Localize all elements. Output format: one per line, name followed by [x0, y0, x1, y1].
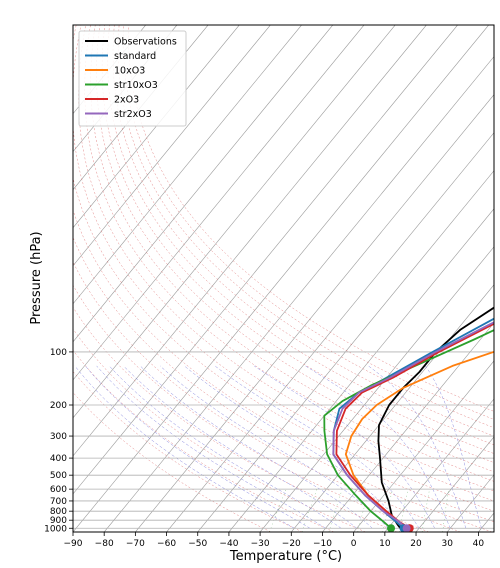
isotherm-line	[415, 436, 494, 532]
moist-adiabat-line	[214, 365, 420, 529]
moist-adiabat-line	[305, 365, 451, 529]
isotherm-line	[73, 25, 396, 419]
y-tick-label: 200	[50, 401, 67, 411]
x-axis: −90 −80 −70 −60 −50 −40 −30 −20 −10 0 10 20 30 40	[64, 532, 485, 549]
isotherm-line	[135, 94, 494, 532]
series-line-str10xO3	[323, 329, 494, 529]
y-tick-label: 300	[50, 432, 67, 442]
dry-adiabat-line	[73, 328, 366, 532]
surface-markers	[387, 524, 414, 533]
dry-adiabat-line	[73, 209, 494, 523]
x-tick-label: −10	[313, 539, 332, 549]
y-tick-label: 600	[50, 485, 67, 495]
isotherm-line	[166, 132, 494, 532]
x-tick-label: −90	[64, 539, 83, 549]
dry-adiabat-line	[73, 25, 494, 512]
dry-adiabat-line	[123, 25, 494, 420]
x-tick-label: −70	[126, 539, 145, 549]
isotherm-line	[103, 56, 494, 532]
y-tick-label: 700	[50, 497, 67, 507]
dry-adiabat-line	[73, 284, 429, 532]
y-tick-label: 900	[50, 516, 67, 526]
x-tick-label: −60	[157, 539, 176, 549]
x-tick-label: −20	[282, 539, 301, 549]
x-tick-label: 10	[379, 539, 391, 549]
dry-adiabat-line	[73, 236, 493, 532]
series-line-Observations	[377, 306, 494, 529]
mixing-ratio-line	[269, 489, 287, 532]
moist-adiabat-line	[85, 365, 311, 529]
x-tick-label: 20	[410, 539, 422, 549]
isotherm-line	[228, 208, 494, 532]
isotherm-line	[73, 25, 489, 532]
x-tick-label: −50	[188, 539, 207, 549]
legend-label: str2xO3	[114, 109, 152, 120]
x-tick-label: −80	[95, 539, 114, 549]
dry-adiabat-line	[73, 261, 461, 532]
isotherm-line	[73, 25, 365, 381]
dry-adiabat-line	[73, 349, 335, 532]
dry-adiabat-line	[73, 25, 494, 502]
y-tick-label: 500	[50, 471, 67, 481]
x-tick-label: 0	[351, 539, 357, 549]
legend-label: Observations	[114, 37, 177, 48]
dry-adiabat-line	[73, 306, 398, 532]
x-tick-label: 40	[473, 539, 485, 549]
y-tick-label: 1000	[44, 524, 67, 534]
isotherm-line	[73, 25, 334, 343]
isotherm-line	[259, 246, 494, 532]
isotherm-line	[291, 284, 494, 532]
x-axis-label: Temperature (°C)	[229, 549, 342, 564]
isotherm-line	[73, 25, 458, 495]
legend-label: standard	[114, 51, 156, 62]
isotherm-line	[73, 25, 427, 457]
y-axis-label: Pressure (hPa)	[29, 231, 44, 324]
legend-label: 2xO3	[114, 95, 139, 106]
y-tick-label: 400	[50, 454, 67, 464]
surface-marker-str2xO3	[402, 524, 411, 533]
legend-label: str10xO3	[114, 80, 158, 91]
legend: Observations standard 10xO3 str10xO3 2xO3 str…	[78, 30, 187, 127]
isotherm-line	[384, 398, 494, 532]
isotherm-line	[197, 170, 494, 532]
y-tick-label: 800	[50, 507, 67, 517]
grid-lines	[73, 351, 494, 529]
isotherm-line	[73, 25, 146, 115]
moist-adiabat-line	[140, 365, 373, 529]
isotherm-line	[353, 360, 494, 532]
plot-frame	[72, 24, 495, 533]
y-tick-label: 100	[50, 348, 67, 358]
x-tick-label: 30	[441, 539, 453, 549]
x-tick-label: −30	[251, 539, 270, 549]
isotherm-line	[73, 25, 271, 267]
legend-label: 10xO3	[114, 66, 145, 77]
x-tick-label: −40	[219, 539, 238, 549]
series-line-str2xO3	[332, 321, 494, 529]
isotherm-line	[322, 322, 494, 532]
surface-marker-str10xO3	[387, 524, 396, 533]
series-line-2xO3	[335, 322, 494, 530]
profile-lines	[323, 306, 494, 530]
moist-adiabat-line	[425, 365, 482, 529]
